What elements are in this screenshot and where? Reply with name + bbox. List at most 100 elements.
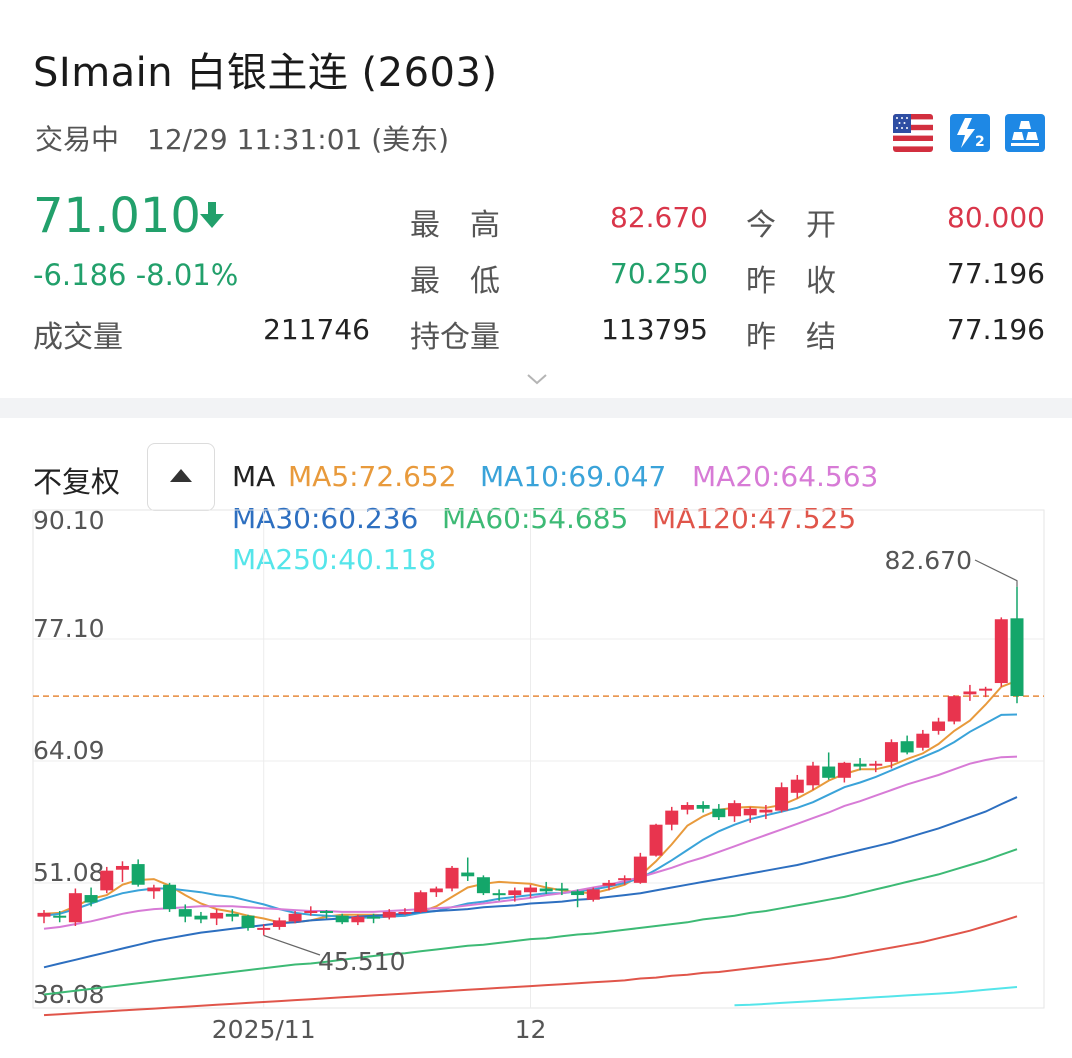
volume-label: 成交量 [33,320,123,355]
adjust-mode-label[interactable]: 不复权 [33,465,121,499]
svg-text:2: 2 [975,134,985,150]
indicator-toggle-button[interactable] [147,443,215,511]
quote-timestamp: 12/29 11:31:01 (美东) [147,123,450,156]
level2-icon[interactable]: 2 [950,114,990,152]
ma250-line [734,986,1018,1007]
ma60-legend: MA60:54.685 [442,502,629,535]
candle-body [1010,618,1024,697]
candle-body [947,696,961,722]
candle-body [414,892,428,912]
candle-body [398,911,412,914]
ma10-legend: MA10:69.047 [480,460,667,493]
candle-body [37,912,51,917]
high-annotation-leader [974,559,1018,587]
candle-body [194,915,208,920]
candle-body [335,915,349,923]
candle-body [115,865,129,870]
candle-body [304,911,318,914]
candle-body [869,763,883,766]
change-value: -6.186 [33,258,127,292]
gold-bars-icon[interactable] [1005,114,1045,152]
x-tick-label: 12 [515,1015,547,1044]
candle-body [916,733,930,748]
candle-body [649,824,663,856]
candle-body [633,856,647,883]
expand-chevron-icon[interactable] [526,368,548,390]
prev-settle-label: 昨 结 [746,320,836,355]
candle-body [884,742,898,762]
candle-body [853,763,867,767]
candle-body [900,741,914,753]
candle-body [163,884,177,910]
change-percent: -8.01% [135,258,239,292]
open-interest-label: 持仓量 [410,320,500,355]
high-label: 最 高 [410,208,500,243]
candle-body [994,619,1008,684]
candle-body [241,915,255,928]
y-tick-label: 51.08 [33,858,105,887]
candle-body [728,803,742,817]
candle-body [555,888,569,891]
candle-body [696,804,710,809]
candle-body [932,721,946,731]
high-value: 82.670 [610,201,708,234]
candle-body [712,808,726,818]
high-annotation-label: 82.670 [885,546,972,575]
open-value: 80.000 [947,201,1045,234]
low-annotation-leader [263,934,321,956]
candle-body [963,691,977,695]
ma30-legend: MA30:60.236 [232,502,419,535]
candle-body [429,888,443,893]
indicator-name: MA [232,460,276,493]
candle-body [288,913,302,922]
candle-body [508,890,522,896]
open-label: 今 开 [746,208,836,243]
ma5-legend: MA5:72.652 [288,460,457,493]
candle-body [68,893,82,923]
candlestick-chart[interactable]: 90.10 77.10 64.09 51.08 38.08 2025/11 12 82.670… [0,500,1072,1050]
arrow-down-icon [198,200,226,238]
candle-body [131,864,145,885]
us-flag-icon[interactable] [893,114,933,152]
low-label: 最 低 [410,264,500,299]
ma120-legend: MA120:47.525 [652,502,857,535]
ma20-line [43,755,1018,930]
candle-body [445,867,459,889]
y-tick-label: 90.10 [33,506,105,535]
candle-body [775,787,789,811]
candle-body [351,916,365,923]
candle-body [210,912,224,919]
candle-body [571,891,585,896]
candle-body [979,688,993,691]
candle-body [319,911,333,914]
low-annotation-label: 45.510 [318,947,405,976]
candle-body [382,911,396,918]
candle-body [178,909,192,917]
y-tick-label: 77.10 [33,614,105,643]
candle-body [837,762,851,778]
candle-body [539,888,553,892]
section-divider [0,398,1072,418]
candle-body [147,887,161,892]
open-interest-value: 113795 [601,313,708,346]
candle-body [618,878,632,881]
candle-body [743,808,757,816]
page-title: SImain 白银主连 (2603) [33,50,498,96]
ma30-line [43,796,1018,969]
low-value: 70.250 [610,257,708,290]
volume-value: 211746 [263,313,370,346]
x-tick-label: 2025/11 [212,1015,316,1044]
candle-body [367,916,381,919]
candle-body [492,893,506,896]
last-price: 71.010 [33,188,201,244]
candle-body [759,809,773,813]
trading-status-line: 交易中 12/29 11:31:01 (美东) [35,118,449,158]
ma60-line [43,848,1018,996]
candle-body [100,870,114,891]
ma120-line [43,915,1018,1017]
candle-body [680,804,694,810]
y-tick-label: 64.09 [33,736,105,765]
candle-body [225,913,239,917]
prev-close-value: 77.196 [947,257,1045,290]
y-tick-label: 38.08 [33,980,105,1009]
